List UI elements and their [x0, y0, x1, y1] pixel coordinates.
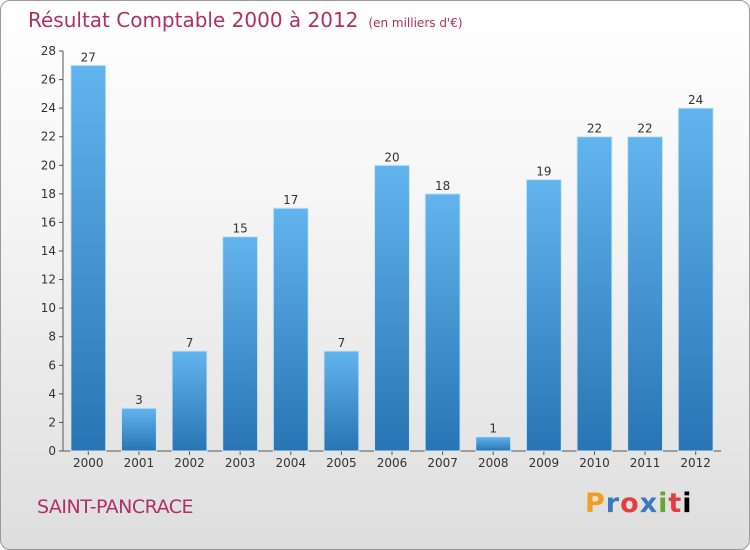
x-tick-label: 2007 — [427, 456, 458, 470]
data-label: 3 — [135, 393, 143, 407]
y-tick-label: 16 — [41, 215, 56, 229]
town-name: SAINT-PANCRACE — [37, 496, 194, 518]
y-tick-label: 0 — [48, 444, 56, 458]
bar-2012 — [677, 107, 714, 452]
chart-title-text: Résultat Comptable 2000 à 2012 — [28, 8, 359, 32]
bar-2001 — [120, 407, 157, 452]
y-tick-label: 26 — [41, 73, 56, 87]
bar-2008 — [475, 436, 512, 452]
y-tick-label: 18 — [41, 187, 56, 201]
chart-value-labels: 27 3 7 15 17 7 20 18 1 19 22 22 24 — [81, 50, 704, 435]
bar-2003 — [222, 236, 259, 452]
data-label: 27 — [81, 50, 96, 64]
logo-letter: i — [682, 488, 693, 519]
x-tick-label: 2000 — [73, 456, 104, 470]
x-tick-label: 2012 — [680, 456, 711, 470]
x-tick-label: 2010 — [579, 456, 610, 470]
logo-letter: r — [605, 488, 621, 519]
data-label: 1 — [489, 422, 497, 436]
y-tick-label: 6 — [48, 358, 56, 372]
x-tick-label: 2005 — [326, 456, 357, 470]
bar-2005 — [323, 350, 360, 452]
logo-letter: i — [658, 488, 669, 519]
y-tick-label: 12 — [41, 273, 56, 287]
bar-2002 — [171, 350, 208, 452]
y-tick-label: 8 — [48, 330, 56, 344]
x-tick-label: 2001 — [124, 456, 155, 470]
x-tick-label: 2009 — [529, 456, 560, 470]
bar-2011 — [627, 136, 664, 452]
bar-2009 — [525, 179, 562, 452]
chart-title: Résultat Comptable 2000 à 2012 (en millie… — [28, 8, 463, 32]
chart-bars — [70, 64, 714, 452]
bar-2000 — [70, 64, 107, 452]
chart-subtitle: (en milliers d'€) — [368, 16, 463, 30]
data-label: 7 — [186, 336, 194, 350]
x-tick-label: 2011 — [630, 456, 661, 470]
data-label: 24 — [688, 93, 703, 107]
bar-2004 — [272, 207, 309, 452]
bar-2007 — [424, 193, 461, 452]
y-tick-label: 2 — [48, 415, 56, 429]
x-tick-label: 2002 — [174, 456, 205, 470]
y-tick-label: 22 — [41, 130, 56, 144]
data-label: 20 — [384, 150, 399, 164]
x-tick-label: 2004 — [275, 456, 306, 470]
data-label: 22 — [637, 122, 652, 136]
logo-letter: x — [639, 488, 659, 519]
y-tick-label: 28 — [41, 44, 56, 58]
data-label: 22 — [587, 122, 602, 136]
data-label: 19 — [536, 165, 551, 179]
x-tick-label: 2008 — [478, 456, 509, 470]
logo-letter: P — [585, 488, 606, 519]
y-tick-label: 20 — [41, 158, 56, 172]
proxiti-logo: Proxiti — [585, 488, 693, 519]
x-tick-label: 2006 — [377, 456, 408, 470]
logo-letter: t — [668, 488, 683, 519]
data-label: 15 — [233, 222, 248, 236]
data-label: 18 — [435, 179, 450, 193]
data-label: 7 — [338, 336, 346, 350]
bar-2006 — [374, 164, 410, 452]
logo-letter: o — [620, 488, 640, 519]
y-tick-label: 14 — [41, 244, 56, 258]
y-tick-label: 24 — [41, 101, 56, 115]
data-label: 17 — [283, 193, 298, 207]
y-tick-label: 4 — [48, 387, 56, 401]
y-tick-label: 10 — [41, 301, 56, 315]
x-tick-label: 2003 — [225, 456, 256, 470]
bar-2010 — [576, 136, 613, 452]
